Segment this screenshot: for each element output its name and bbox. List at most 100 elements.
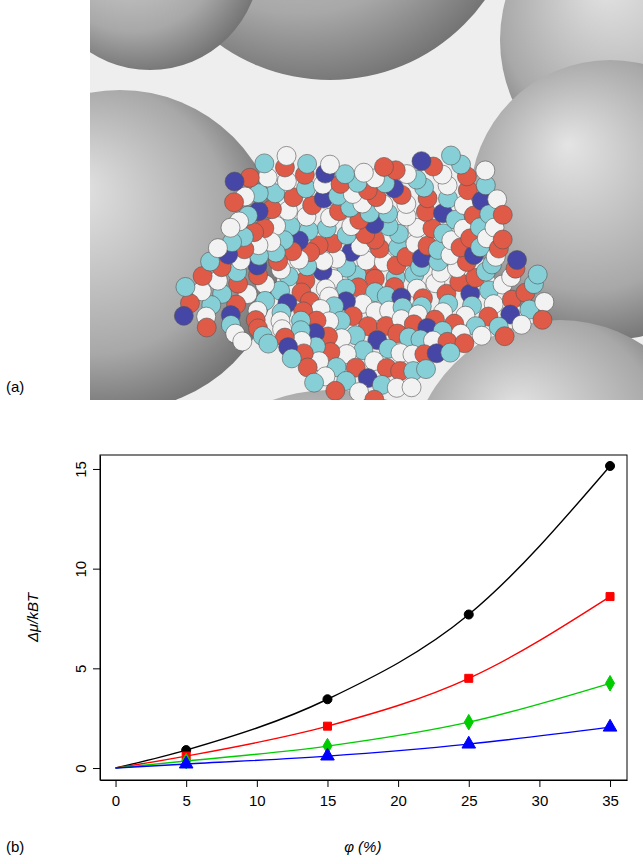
y-tick-label: 5: [72, 665, 89, 673]
figure: (a) (b) 0 5 10 15 20 25 30 35 0 5 10 15 φ (%) Δμ/kBT: [0, 0, 643, 864]
marks: [116, 461, 617, 768]
atom: [221, 218, 240, 237]
x-tick-mark: [116, 780, 117, 787]
atom: [512, 315, 531, 334]
atom: [354, 163, 373, 182]
data-point: [321, 748, 335, 760]
x-tick-mark: [186, 780, 187, 787]
x-tick-label: 25: [461, 792, 478, 809]
x-axis-title: φ (%): [344, 838, 381, 855]
data-point: [462, 736, 476, 748]
atom: [493, 205, 512, 224]
x-tick-label: 10: [249, 792, 266, 809]
data-point: [465, 674, 473, 682]
x-tick: 0: [112, 780, 120, 809]
y-tick-label: 10: [72, 561, 89, 578]
data-point: [606, 461, 615, 470]
x-tick-label: 20: [390, 792, 407, 809]
crowder-sphere: [90, 90, 280, 400]
atom: [495, 327, 514, 346]
atom: [535, 293, 554, 312]
atom: [277, 146, 296, 165]
x-tick-label: 0: [112, 792, 120, 809]
atom: [259, 334, 278, 353]
data-point: [179, 756, 193, 768]
panel-label: (b): [6, 838, 24, 855]
atom: [326, 381, 345, 400]
atom: [528, 265, 547, 284]
x-tick: 15: [320, 780, 337, 809]
atom: [197, 318, 216, 337]
x-tick-label: 30: [532, 792, 549, 809]
atom: [305, 373, 324, 392]
atom: [476, 161, 495, 180]
x-tick: 20: [390, 780, 407, 809]
data-point: [323, 695, 332, 704]
data-point: [323, 722, 331, 730]
series-line: [116, 727, 611, 768]
y-tick: 5: [72, 665, 100, 673]
x-tick-mark: [610, 780, 611, 787]
plot: 0 5 10 15 20 25 30 35 0 5 10 15: [72, 455, 628, 809]
atom: [472, 326, 491, 345]
x-tick-label: 5: [183, 792, 191, 809]
atom: [441, 146, 460, 165]
atom: [255, 154, 274, 173]
atom: [225, 172, 244, 191]
x-tick: 35: [602, 780, 619, 809]
crowder-sphere: [470, 60, 643, 340]
y-tick: 0: [72, 764, 100, 772]
panel-a: [90, 0, 643, 400]
y-tick: 10: [72, 561, 100, 578]
crowder-sphere: [90, 0, 260, 70]
atom: [416, 360, 435, 379]
atom: [208, 239, 227, 258]
atom: [402, 378, 421, 397]
x-tick-label: 15: [320, 792, 337, 809]
data-point: [606, 593, 614, 601]
atom: [533, 310, 552, 329]
x-tick: 30: [532, 780, 549, 809]
atom: [233, 332, 252, 351]
series-line: [116, 466, 611, 768]
atom: [508, 251, 527, 270]
x-tick-label: 35: [602, 792, 619, 809]
y-tick-mark: [93, 768, 100, 769]
atom: [174, 306, 193, 325]
x-tick-mark: [469, 780, 470, 787]
x-tick: 25: [461, 780, 478, 809]
atom: [176, 277, 195, 296]
data-point: [606, 676, 615, 692]
atom: [320, 155, 339, 174]
x-tick-mark: [539, 780, 540, 787]
y-tick-mark: [93, 668, 100, 669]
plot-frame: [100, 455, 627, 780]
atom: [225, 193, 244, 212]
atom: [441, 343, 460, 362]
x-tick: 10: [249, 780, 266, 809]
x-tick-mark: [327, 780, 328, 787]
x-tick: 5: [183, 780, 191, 809]
x-tick-mark: [398, 780, 399, 787]
y-tick-mark: [93, 569, 100, 570]
y-tick-label: 0: [72, 764, 89, 772]
series-line: [116, 597, 611, 768]
series-line: [116, 683, 611, 768]
atom: [493, 230, 512, 249]
atom: [374, 157, 393, 176]
y-axis-title: Δμ/kBT: [24, 591, 41, 643]
panel-label: (a): [6, 378, 24, 395]
y-tick: 15: [72, 461, 100, 478]
x-axis: 0 5 10 15 20 25 30 35: [101, 780, 628, 809]
atom: [298, 154, 317, 173]
data-point: [464, 714, 473, 730]
atom: [365, 390, 384, 400]
y-tick-label: 15: [72, 461, 89, 478]
y-tick-mark: [93, 469, 100, 470]
data-point: [464, 610, 473, 619]
atom: [412, 152, 431, 171]
x-tick-mark: [257, 780, 258, 787]
y-axis: 0 5 10 15: [72, 456, 101, 781]
data-point: [603, 719, 617, 731]
atom: [282, 349, 301, 368]
